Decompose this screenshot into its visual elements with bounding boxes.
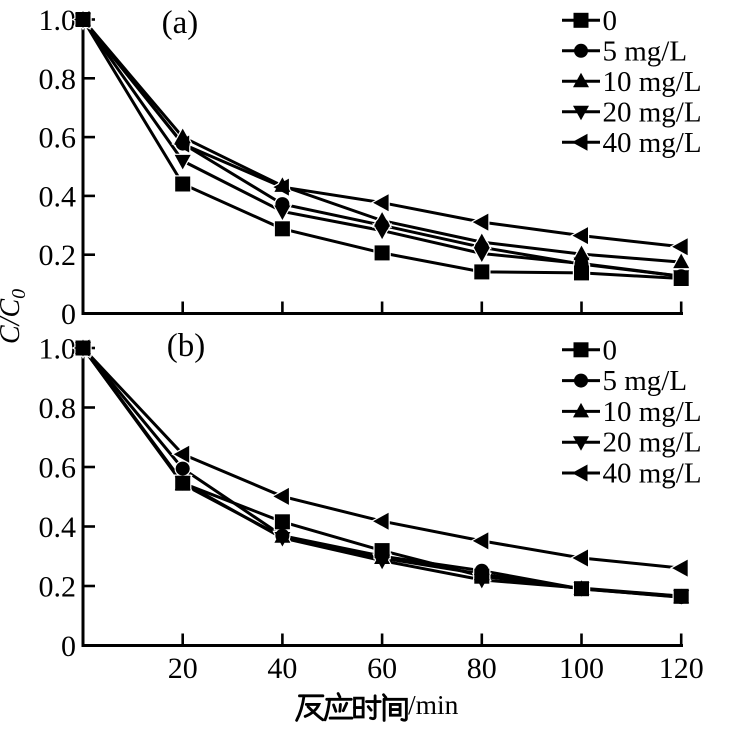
svg-text:10 mg/L: 10 mg/L <box>603 396 702 428</box>
svg-text:20 mg/L: 20 mg/L <box>603 427 702 459</box>
svg-text:0: 0 <box>61 630 76 663</box>
svg-text:0.4: 0.4 <box>39 180 77 213</box>
svg-text:120: 120 <box>659 652 704 685</box>
svg-text:60: 60 <box>367 652 397 685</box>
svg-text:20 mg/L: 20 mg/L <box>603 96 702 128</box>
svg-text:0.2: 0.2 <box>39 571 77 604</box>
svg-text:40: 40 <box>267 652 297 685</box>
svg-text:0: 0 <box>603 334 618 366</box>
svg-text:40 mg/L: 40 mg/L <box>603 458 702 490</box>
svg-text:5 mg/L: 5 mg/L <box>603 365 688 397</box>
svg-text:40 mg/L: 40 mg/L <box>603 127 702 159</box>
svg-text:(b): (b) <box>167 328 205 364</box>
svg-text:0.8: 0.8 <box>39 392 77 425</box>
svg-text:0.4: 0.4 <box>39 511 77 544</box>
svg-text:1.0: 1.0 <box>39 4 77 37</box>
svg-text:10 mg/L: 10 mg/L <box>603 66 702 98</box>
svg-text:0.8: 0.8 <box>39 63 77 96</box>
svg-text:/min: /min <box>408 689 459 720</box>
svg-text:100: 100 <box>559 652 604 685</box>
svg-text:0.6: 0.6 <box>39 122 77 155</box>
svg-text:0.6: 0.6 <box>39 452 77 485</box>
svg-text:1.0: 1.0 <box>39 333 77 366</box>
svg-text:0: 0 <box>603 5 618 37</box>
svg-text:0: 0 <box>61 298 76 331</box>
svg-text:80: 80 <box>467 652 497 685</box>
svg-text:(a): (a) <box>162 5 199 41</box>
svg-text:20: 20 <box>168 652 198 685</box>
svg-text:5 mg/L: 5 mg/L <box>603 35 688 67</box>
svg-text:0.2: 0.2 <box>39 239 77 272</box>
